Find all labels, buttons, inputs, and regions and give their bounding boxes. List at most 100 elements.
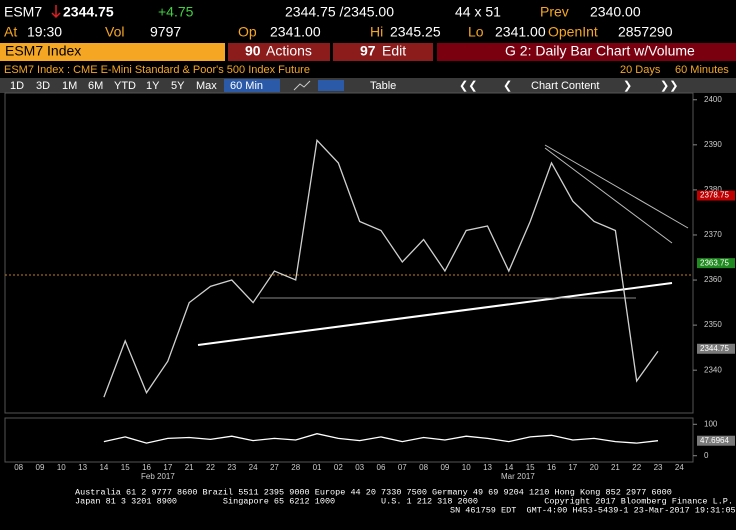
vol-label: Vol: [105, 24, 124, 40]
month-label: Feb 2017: [141, 472, 175, 481]
nav-right[interactable]: ❯❯: [660, 80, 678, 92]
size: 44 x 51: [455, 4, 501, 20]
y-tick-label: 2370: [704, 230, 722, 239]
x-tick-label: 23: [654, 463, 663, 472]
x-tick-label: 03: [355, 463, 364, 472]
nav-next[interactable]: ❯: [623, 80, 632, 92]
x-tick-label: 16: [142, 463, 151, 472]
y-tick-label: 2360: [704, 275, 722, 284]
nav-prev[interactable]: ❮: [503, 80, 512, 92]
table[interactable]: Table: [370, 80, 396, 92]
line-icon[interactable]: [293, 80, 311, 91]
x-tick-label: 13: [78, 463, 87, 472]
y-tick-label: 2400: [704, 95, 722, 104]
x-tick-label: 06: [377, 463, 386, 472]
trend-line: [544, 144, 689, 229]
x-tick-label: 15: [121, 463, 130, 472]
prev: 2340.00: [590, 4, 641, 20]
x-tick-label: 17: [568, 463, 577, 472]
x-tick-label: 22: [206, 463, 215, 472]
x-tick-label: 15: [526, 463, 535, 472]
period-button[interactable]: 1Y: [146, 80, 160, 92]
y-tick-label: 0: [704, 451, 709, 460]
x-tick-label: 24: [249, 463, 258, 472]
description: ESM7 Index : CME E-Mini Standard & Poor'…: [4, 64, 310, 76]
bid-ask: 2344.75 /2345.00: [285, 4, 394, 20]
period-button[interactable]: 1D: [10, 80, 24, 92]
openint-label: OpenInt: [548, 24, 598, 40]
price-label: 2363.75: [700, 258, 729, 267]
prev-label: Prev: [540, 4, 569, 20]
period-button[interactable]: Max: [196, 80, 217, 92]
edit-num[interactable]: 97: [360, 43, 376, 59]
x-tick-label: 24: [675, 463, 684, 472]
x-tick-label: 10: [462, 463, 471, 472]
trend-line: [197, 282, 673, 346]
actions-num[interactable]: 90: [245, 43, 261, 59]
x-tick-label: 07: [398, 463, 407, 472]
last-price: 2344.75: [63, 4, 114, 20]
nav-left[interactable]: ❮❮: [459, 80, 477, 92]
period-button[interactable]: 6M: [88, 80, 103, 92]
chart-title: G 2: Daily Bar Chart w/Volume: [505, 43, 695, 59]
at-label: At: [4, 24, 17, 40]
hi: 2345.25: [390, 24, 441, 40]
x-tick-label: 09: [36, 463, 45, 472]
x-tick-label: 17: [163, 463, 172, 472]
period: 60 Minutes: [675, 64, 729, 76]
x-tick-label: 28: [291, 463, 300, 472]
plot-area: [4, 92, 694, 414]
x-tick-label: 22: [632, 463, 641, 472]
price-marker: [697, 435, 735, 446]
bar-icon[interactable]: [318, 80, 344, 91]
y-tick-label: 2350: [704, 320, 722, 329]
security[interactable]: ESM7 Index: [5, 43, 81, 59]
ticker: ESM7: [4, 4, 42, 20]
openint: 2857290: [618, 24, 673, 40]
series-line: [103, 433, 659, 444]
price-marker: [697, 258, 735, 269]
x-tick-label: 21: [185, 463, 194, 472]
x-tick-label: 02: [334, 463, 343, 472]
down-arrow: [51, 5, 61, 19]
price-label: 2378.75: [700, 191, 729, 200]
edit[interactable]: Edit: [382, 43, 406, 59]
period-button[interactable]: YTD: [114, 80, 136, 92]
x-tick-label: 13: [483, 463, 492, 472]
actions[interactable]: Actions: [266, 43, 312, 59]
interval[interactable]: 60 Min: [230, 80, 263, 92]
period-button[interactable]: 3D: [36, 80, 50, 92]
lo: 2341.00: [495, 24, 546, 40]
x-tick-label: 23: [227, 463, 236, 472]
interval-button[interactable]: [224, 79, 280, 92]
y-tick-label: 2390: [704, 140, 722, 149]
y-tick-label: 2340: [704, 365, 722, 374]
price-label: 47.6964: [700, 436, 729, 445]
x-tick-label: 21: [611, 463, 620, 472]
period-button[interactable]: 5Y: [171, 80, 185, 92]
x-tick-label: 16: [547, 463, 556, 472]
series-line: [103, 138, 659, 398]
x-tick-label: 01: [313, 463, 322, 472]
x-tick-label: 08: [419, 463, 428, 472]
period-button[interactable]: 1M: [62, 80, 77, 92]
x-tick-label: 08: [14, 463, 23, 472]
footer-line: SN 461759 EDT GMT-4:00 H453-5439-1 23-Ma…: [450, 505, 736, 515]
price-marker: [697, 343, 735, 354]
change: +4.75: [158, 4, 194, 20]
vol: 9797: [150, 24, 181, 40]
footer-line: Japan 81 3 3201 8900 Singapore 65 6212 1…: [75, 496, 733, 506]
x-tick-label: 09: [440, 463, 449, 472]
chart-content[interactable]: Chart Content: [531, 80, 599, 92]
actions-button[interactable]: [228, 43, 330, 61]
month-label: Mar 2017: [501, 472, 535, 481]
chart-title-box: [437, 43, 736, 61]
range: 20 Days: [620, 64, 661, 76]
x-tick-label: 14: [504, 463, 513, 472]
time: 19:30: [27, 24, 62, 40]
security-box[interactable]: [0, 43, 225, 61]
op: 2341.00: [270, 24, 321, 40]
y-tick-label: 2380: [704, 185, 722, 194]
hi-label: Hi: [370, 24, 383, 40]
edit-button[interactable]: [333, 43, 433, 61]
